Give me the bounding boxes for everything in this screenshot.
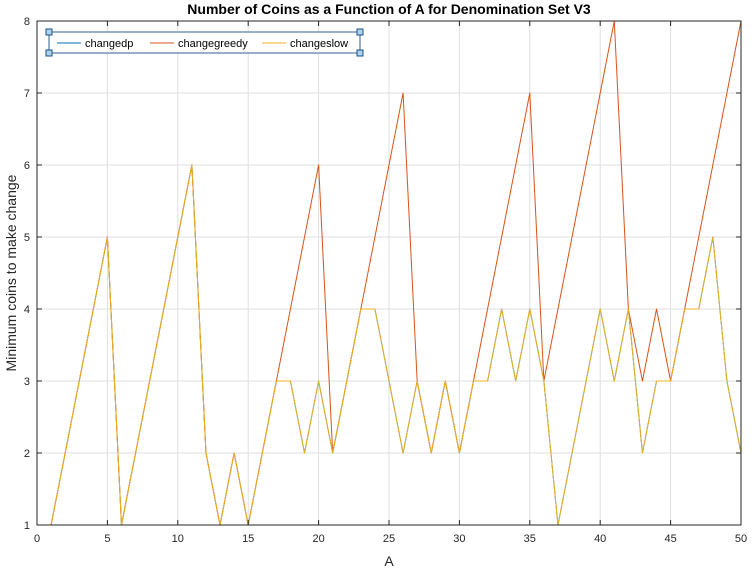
x-tick-label: 25 — [383, 533, 395, 545]
x-tick-label: 40 — [594, 533, 606, 545]
x-tick-label: 45 — [664, 533, 676, 545]
legend-label-changeslow: changeslow — [290, 38, 348, 50]
x-tick-label: 50 — [735, 533, 747, 545]
series-line-changeslow — [50, 164, 742, 526]
legend-box — [48, 31, 361, 54]
legend-resize-handle[interactable] — [45, 49, 53, 57]
x-tick-label: 0 — [34, 533, 40, 545]
y-tick-label: 3 — [24, 376, 30, 388]
y-tick-label: 1 — [24, 520, 30, 532]
x-tick-label: 10 — [172, 533, 184, 545]
series-lines — [50, 20, 742, 526]
legend-resize-handle[interactable] — [356, 28, 364, 36]
x-axis-label: A — [384, 553, 394, 569]
x-tick-label: 15 — [242, 533, 254, 545]
x-tick-label: 35 — [524, 533, 536, 545]
legend-resize-handle[interactable] — [45, 28, 53, 36]
legend-resize-handle[interactable] — [356, 49, 364, 57]
axis-ticks — [36, 20, 742, 526]
legend-label-changegreedy: changegreedy — [178, 38, 248, 50]
y-tick-label: 8 — [24, 16, 30, 28]
y-tick-label: 6 — [24, 160, 30, 172]
chart-title: Number of Coins as a Function of A for D… — [187, 1, 591, 17]
x-tick-label: 5 — [104, 533, 110, 545]
legend[interactable]: changedp changegreedy changeslow — [45, 28, 364, 57]
y-tick-label: 4 — [24, 304, 30, 316]
y-tick-label: 5 — [24, 232, 30, 244]
y-tick-label: 7 — [24, 88, 30, 100]
y-tick-label: 2 — [24, 448, 30, 460]
x-tick-label: 30 — [453, 533, 465, 545]
legend-label-changedp: changedp — [85, 38, 133, 50]
y-axis-label: Minimum coins to make change — [3, 174, 19, 371]
x-tick-label: 20 — [312, 533, 324, 545]
